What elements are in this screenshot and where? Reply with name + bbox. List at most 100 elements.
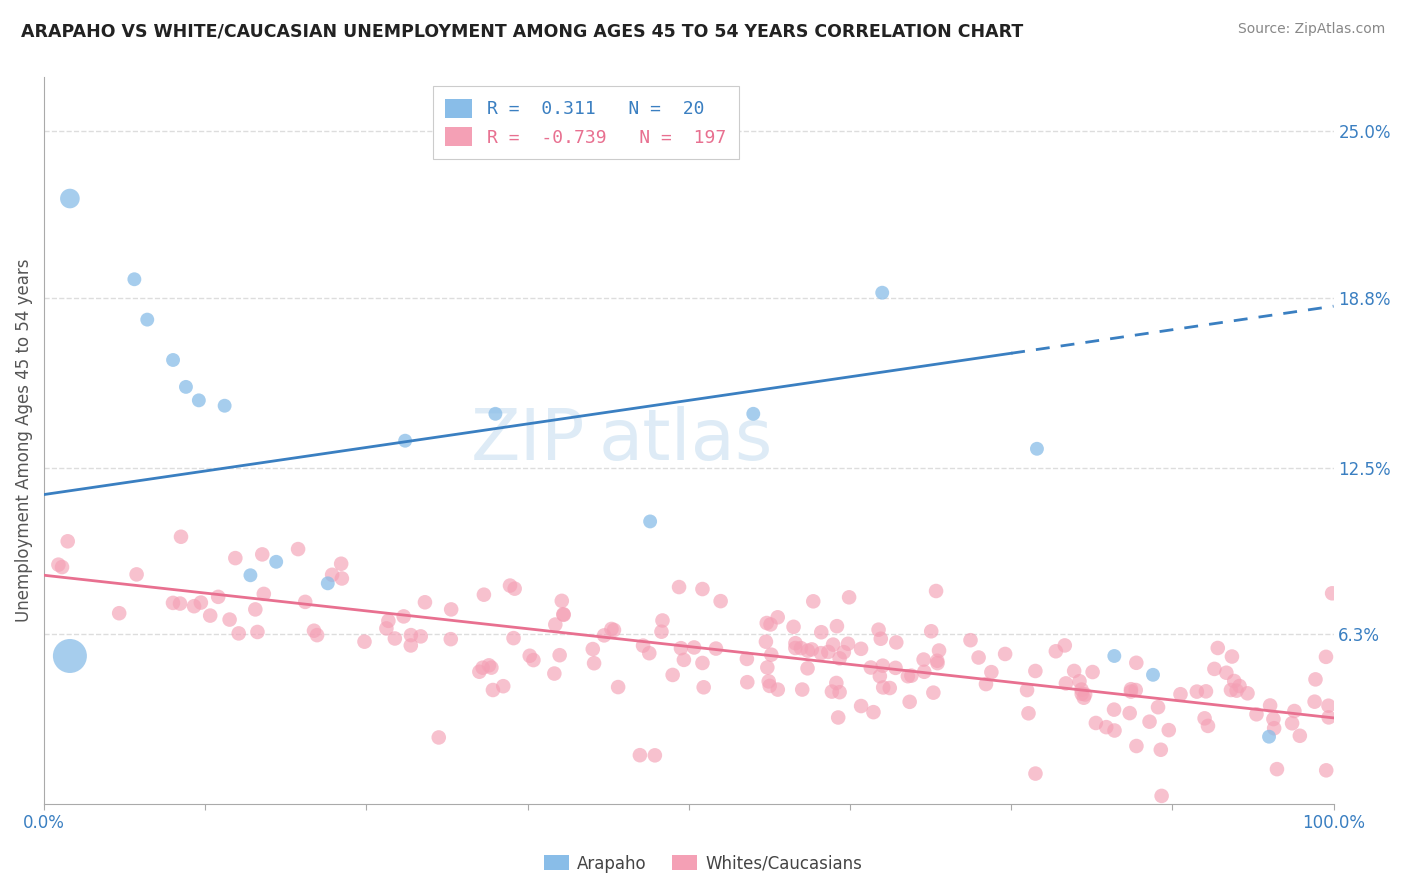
Point [502, 631, 524, 645]
Point [471, 661, 494, 675]
Point [638, 515, 661, 529]
Point [478, 658, 501, 673]
Point [758, 679, 780, 693]
Point [1225, 683, 1247, 698]
Point [1142, 668, 1164, 682]
Point [330, 572, 353, 586]
Point [974, 677, 997, 691]
Point [1303, 695, 1326, 709]
Point [307, 628, 329, 642]
Point [1317, 698, 1340, 713]
Point [246, 624, 269, 639]
Point [849, 641, 872, 656]
Point [492, 679, 515, 693]
Point [472, 588, 495, 602]
Point [1185, 684, 1208, 698]
Point [823, 638, 845, 652]
Text: atlas: atlas [599, 406, 773, 475]
Point [1215, 665, 1237, 680]
Point [959, 633, 981, 648]
Point [1054, 676, 1077, 690]
Point [1084, 716, 1107, 731]
Point [468, 665, 491, 679]
Point [967, 650, 990, 665]
Point [758, 674, 780, 689]
Point [755, 634, 778, 648]
Point [479, 660, 502, 674]
Point [484, 407, 506, 421]
Point [1018, 706, 1040, 721]
Point [1288, 729, 1310, 743]
Point [162, 596, 184, 610]
Point [828, 651, 851, 665]
Point [427, 731, 450, 745]
Point [1157, 723, 1180, 738]
Point [1070, 682, 1092, 697]
Point [183, 599, 205, 614]
Point [51, 560, 73, 574]
Point [884, 635, 907, 649]
Point [56, 534, 79, 549]
Point [503, 582, 526, 596]
Point [1139, 714, 1161, 729]
Point [925, 584, 948, 599]
Point [399, 628, 422, 642]
Point [330, 557, 353, 571]
Text: Source: ZipAtlas.com: Source: ZipAtlas.com [1237, 22, 1385, 37]
Point [785, 636, 807, 650]
Point [1053, 639, 1076, 653]
Point [1063, 664, 1085, 678]
Point [190, 596, 212, 610]
Point [353, 634, 375, 648]
Point [980, 665, 1002, 680]
Point [1170, 687, 1192, 701]
Point [399, 639, 422, 653]
Point [377, 614, 399, 628]
Point [252, 548, 274, 562]
Point [548, 648, 571, 663]
Point [1197, 719, 1219, 733]
Point [912, 652, 935, 666]
Point [825, 619, 848, 633]
Point [600, 622, 623, 636]
Point [125, 567, 148, 582]
Point [920, 624, 942, 639]
Point [631, 639, 654, 653]
Point [927, 654, 949, 668]
Point [582, 642, 605, 657]
Text: ZIP: ZIP [471, 406, 586, 475]
Point [1246, 707, 1268, 722]
Point [1118, 706, 1140, 720]
Point [1320, 586, 1343, 600]
Point [825, 676, 848, 690]
Point [1263, 721, 1285, 735]
Point [1315, 649, 1337, 664]
Point [810, 646, 832, 660]
Point [692, 582, 714, 596]
Point [1024, 766, 1046, 780]
Point [48, 558, 70, 572]
Point [683, 640, 706, 655]
Point [1258, 698, 1281, 713]
Point [827, 710, 849, 724]
Point [651, 614, 673, 628]
Point [644, 748, 666, 763]
Point [239, 568, 262, 582]
Point [884, 661, 907, 675]
Point [759, 617, 782, 632]
Point [218, 613, 240, 627]
Point [1119, 684, 1142, 698]
Point [316, 576, 339, 591]
Point [1015, 683, 1038, 698]
Point [1195, 684, 1218, 698]
Point [1150, 789, 1173, 803]
Point [440, 632, 463, 647]
Point [710, 594, 733, 608]
Point [1150, 743, 1173, 757]
Point [912, 665, 935, 679]
Point [704, 641, 727, 656]
Point [742, 407, 765, 421]
Point [603, 623, 626, 637]
Point [519, 648, 541, 663]
Point [1223, 673, 1246, 688]
